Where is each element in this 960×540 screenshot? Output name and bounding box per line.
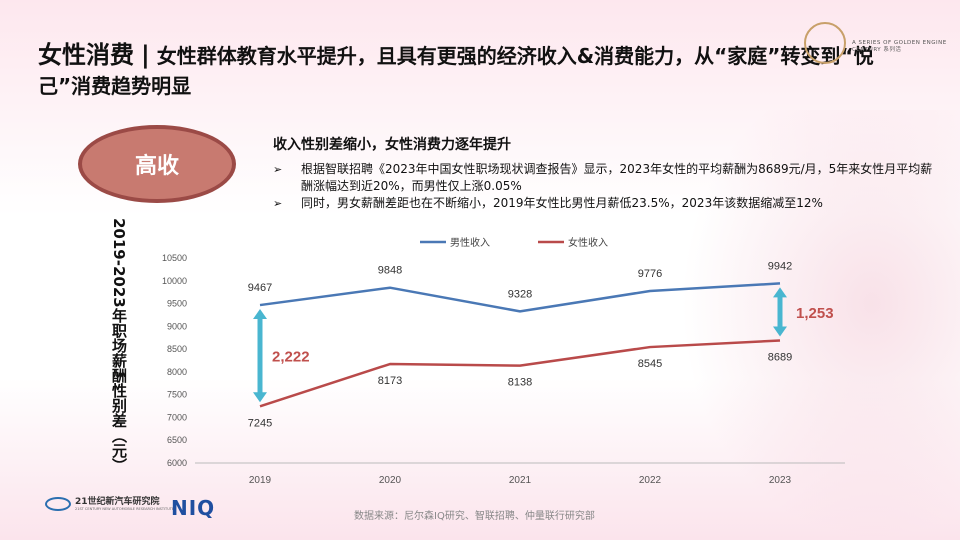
bullet-item: ➢ 根据智联招聘《2023年中国女性职场现状调查报告》显示，2023年女性的平均… (273, 161, 933, 195)
bullet-text: 同时，男女薪酬差距也在不断缩小，2019年女性比男性月薪低23.5%，2023年… (301, 196, 823, 210)
x-tick-label: 2023 (769, 475, 792, 486)
chart-vertical-title: 2019-2023年职场薪酬性别差（元） (110, 218, 128, 473)
y-tick-label: 9500 (167, 299, 187, 309)
y-tick-label: 8000 (167, 367, 187, 377)
bullet-arrow-icon: ➢ (273, 163, 283, 176)
golden-engine-logo: A SERIES OF GOLDEN ENGINE CENTURY 系列活 (800, 22, 950, 72)
y-tick-label: 7000 (167, 412, 187, 422)
y-tick-label: 6000 (167, 458, 187, 468)
gap-label: 2,222 (272, 349, 310, 366)
y-tick-label: 7500 (167, 390, 187, 400)
gap-arrow-head-up (773, 287, 787, 298)
y-tick-label: 10500 (162, 253, 187, 263)
data-label: 8689 (768, 352, 792, 364)
y-tick-label: 8500 (167, 344, 187, 354)
data-source: 数据来源：尼尔森IQ研究、智联招聘、仲量联行研究部 (354, 511, 595, 522)
logo-top-text: A SERIES OF GOLDEN ENGINE CENTURY 系列活 (852, 40, 947, 53)
niq-logo: NIQ (171, 496, 216, 520)
data-label: 9776 (638, 268, 662, 280)
high-income-pill: 高收 (78, 125, 236, 203)
data-label: 8173 (378, 375, 402, 387)
institute-emblem-icon (45, 497, 71, 511)
logo21-subtitle: 21ST CENTURY NEW AUTOMOBILE RESEARCH INS… (75, 507, 175, 511)
bullet-arrow-icon: ➢ (273, 197, 283, 210)
title-main: 女性消费 (38, 41, 134, 69)
bullet-list: ➢ 根据智联招聘《2023年中国女性职场现状调查报告》显示，2023年女性的平均… (273, 161, 933, 212)
logo-21st-century: 21世纪新汽车研究院 21ST CENTURY NEW AUTOMOBILE R… (45, 497, 174, 511)
data-label: 9942 (768, 260, 792, 272)
data-label: 7245 (248, 417, 272, 429)
data-label: 9328 (508, 288, 532, 300)
data-label: 9848 (378, 265, 402, 277)
female-income-line (259, 339, 781, 408)
x-tick-label: 2019 (249, 475, 272, 486)
x-tick-label: 2021 (509, 475, 532, 486)
x-tick-label: 2020 (379, 475, 402, 486)
y-tick-label: 9000 (167, 321, 187, 331)
pill-label: 高收 (134, 154, 179, 179)
background-face-graphic (680, 110, 960, 540)
title-separator: | (140, 41, 150, 69)
gap-arrow-head-down (773, 326, 787, 337)
title-rest: 女性群体教育水平提升，且具有更强的经济收入&消费能力，从“家庭”转变到“悦己”消… (38, 44, 874, 98)
x-tick-label: 2022 (639, 475, 662, 486)
data-label: 8545 (638, 358, 662, 370)
data-label: 9467 (248, 282, 272, 294)
section-subhead: 收入性别差缩小，女性消费力逐年提升 (273, 137, 511, 153)
male-income-line (259, 282, 781, 313)
logo21-title: 21世纪新汽车研究院 (75, 497, 160, 507)
income-gap-line-chart: 6000 6500 7000 7500 8000 8500 9000 9500 10000 105… (162, 236, 845, 486)
y-tick-label: 10000 (162, 276, 187, 286)
legend-label: 女性收入 (568, 236, 608, 249)
data-label: 8138 (508, 377, 532, 389)
y-tick-label: 6500 (167, 435, 187, 445)
bullet-text: 根据智联招聘《2023年中国女性职场现状调查报告》显示，2023年女性的平均薪酬… (301, 162, 933, 193)
gap-label: 1,253 (796, 305, 834, 322)
crown-emblem-icon (804, 22, 846, 64)
legend-label: 男性收入 (450, 236, 490, 249)
gap-arrow-head-up (253, 309, 267, 320)
gap-arrow-head-down (253, 392, 267, 403)
bullet-item: ➢ 同时，男女薪酬差距也在不断缩小，2019年女性比男性月薪低23.5%，202… (273, 195, 933, 212)
page-title: 女性消费 | 女性群体教育水平提升，且具有更强的经济收入&消费能力，从“家庭”转… (38, 40, 918, 101)
